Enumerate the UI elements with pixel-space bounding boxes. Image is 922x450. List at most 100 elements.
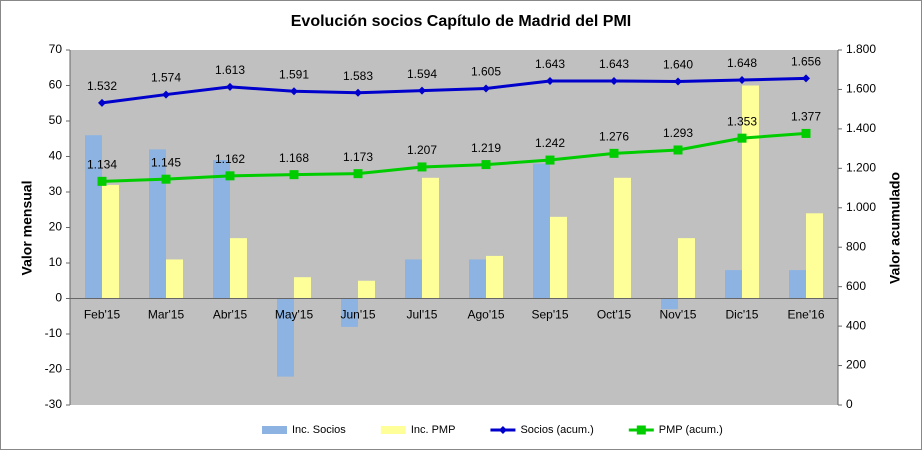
marker xyxy=(354,88,362,97)
data-label: 1.594 xyxy=(407,67,437,81)
legend-label: Inc. PMP xyxy=(411,424,456,436)
data-label: 1.242 xyxy=(535,136,565,150)
data-label: 1.583 xyxy=(343,69,373,83)
y2-tick-label: 1.200 xyxy=(846,161,876,175)
data-label: 1.173 xyxy=(343,150,373,164)
y2-tick-label: 1.600 xyxy=(846,82,876,96)
marker xyxy=(481,160,491,170)
line xyxy=(101,131,807,183)
y-tick-label: -30 xyxy=(45,397,63,411)
y2-tick-label: 1.000 xyxy=(846,200,876,214)
data-label: 1.162 xyxy=(215,152,245,166)
data-label: 1.276 xyxy=(599,130,629,144)
legend-key xyxy=(380,426,406,434)
x-tick-label: Nov'15 xyxy=(660,308,697,322)
y-tick-label: -20 xyxy=(45,362,63,376)
marker xyxy=(801,128,811,138)
y-tick-label: 40 xyxy=(49,149,63,163)
x-tick-label: Jun'15 xyxy=(341,308,376,322)
bar xyxy=(277,298,294,377)
x-tick-label: May'15 xyxy=(275,308,314,322)
y2-axis-title: Valor acumulado xyxy=(887,172,903,284)
marker xyxy=(546,76,554,85)
x-tick-label: Ene'16 xyxy=(788,308,825,322)
marker xyxy=(610,76,618,85)
x-tick-label: Feb'15 xyxy=(84,308,121,322)
bar xyxy=(661,298,678,310)
marker xyxy=(226,82,234,91)
marker xyxy=(737,133,747,143)
data-label: 1.353 xyxy=(727,114,757,128)
data-label: 1.605 xyxy=(471,65,501,79)
x-tick-label: Ago'15 xyxy=(468,308,505,322)
bar xyxy=(294,277,311,299)
bar xyxy=(230,238,247,299)
x-tick-label: Dic'15 xyxy=(726,308,759,322)
x-tick-label: Mar'15 xyxy=(148,308,185,322)
bar xyxy=(806,213,823,299)
data-label: 1.648 xyxy=(727,56,757,70)
bar xyxy=(725,270,742,299)
data-label: 1.656 xyxy=(791,55,821,69)
marker xyxy=(482,84,490,93)
bar xyxy=(469,259,486,299)
data-label: 1.293 xyxy=(663,126,693,140)
y2-tick-label: 1.400 xyxy=(846,121,876,135)
bar xyxy=(358,280,375,299)
bar xyxy=(405,259,422,299)
data-label: 1.377 xyxy=(791,110,821,124)
marker xyxy=(97,176,107,186)
y2-tick-label: 0 xyxy=(846,397,853,411)
data-label: 1.145 xyxy=(151,155,181,169)
data-label: 1.207 xyxy=(407,143,437,157)
bar xyxy=(149,149,166,299)
bar xyxy=(486,255,503,299)
x-tick-label: Sep'15 xyxy=(532,308,569,322)
x-tick-label: Jul'15 xyxy=(407,308,438,322)
marker xyxy=(674,77,682,86)
bar xyxy=(166,259,183,299)
y-tick-label: 50 xyxy=(49,113,63,127)
marker xyxy=(161,174,171,184)
y2-tick-label: 200 xyxy=(846,358,866,372)
y-tick-label: -10 xyxy=(45,326,63,340)
bar xyxy=(341,298,358,327)
data-label: 1.643 xyxy=(535,57,565,71)
legend-label: Inc. Socios xyxy=(292,424,346,436)
data-label: 1.591 xyxy=(279,67,309,81)
y2-tick-label: 1.800 xyxy=(846,42,876,56)
y-tick-label: 10 xyxy=(49,255,63,269)
y-tick-label: 70 xyxy=(49,42,63,56)
marker xyxy=(673,145,683,155)
marker xyxy=(498,426,507,434)
line xyxy=(101,76,807,105)
bar xyxy=(102,184,119,299)
marker xyxy=(738,75,746,84)
legend-label: PMP (acum.) xyxy=(659,424,723,436)
bar xyxy=(789,270,806,299)
legend-label: Socios (acum.) xyxy=(520,424,593,436)
marker xyxy=(290,87,298,96)
x-tick-label: Oct'15 xyxy=(597,308,632,322)
y-tick-label: 0 xyxy=(55,291,62,305)
y-axis-title: Valor mensual xyxy=(19,181,35,276)
y-tick-label: 60 xyxy=(49,78,63,92)
marker xyxy=(418,86,426,95)
bar xyxy=(614,177,631,299)
marker xyxy=(225,171,235,181)
marker xyxy=(802,74,810,83)
y-tick-label: 30 xyxy=(49,184,63,198)
marker xyxy=(636,425,646,435)
marker xyxy=(609,148,619,158)
data-label: 1.643 xyxy=(599,57,629,71)
data-label: 1.532 xyxy=(87,79,117,93)
data-label: 1.134 xyxy=(87,158,117,172)
bar xyxy=(550,216,567,299)
data-label: 1.640 xyxy=(663,58,693,72)
data-label: 1.219 xyxy=(471,141,501,155)
bar xyxy=(422,177,439,299)
bar xyxy=(678,238,695,299)
chart-title: Evolución socios Capítulo de Madrid del … xyxy=(291,13,631,30)
legend-key xyxy=(262,426,287,434)
